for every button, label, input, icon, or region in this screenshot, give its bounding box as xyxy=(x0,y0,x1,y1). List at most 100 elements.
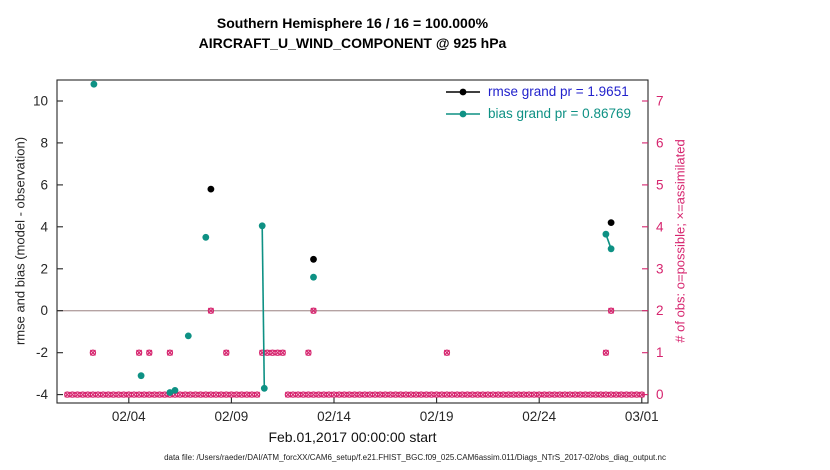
bias-point xyxy=(171,387,179,394)
obs-marker xyxy=(207,307,215,314)
obs-marker xyxy=(305,391,312,398)
obs-marker xyxy=(315,391,322,398)
obs-marker xyxy=(500,391,507,398)
obs-marker xyxy=(623,391,630,398)
obs-marker xyxy=(489,391,497,398)
obs-marker xyxy=(515,391,522,398)
svg-text:02/04: 02/04 xyxy=(112,409,146,424)
obs-marker xyxy=(89,391,97,398)
obs-marker xyxy=(325,391,333,398)
obs-marker xyxy=(464,391,471,398)
obs-marker xyxy=(310,307,317,314)
obs-marker xyxy=(607,307,615,314)
obs-marker xyxy=(618,391,625,398)
svg-text:3: 3 xyxy=(656,261,664,276)
obs-marker xyxy=(407,391,415,398)
obs-marker xyxy=(135,391,143,398)
obs-marker xyxy=(115,391,122,398)
legend-line-sample xyxy=(446,110,480,117)
svg-text:-2: -2 xyxy=(36,345,48,360)
obs-marker xyxy=(356,391,363,398)
bias-point xyxy=(607,245,615,253)
obs-marker xyxy=(587,391,594,398)
obs-marker xyxy=(366,391,374,398)
chart-title: Southern Hemisphere 16 / 16 = 100.000% xyxy=(216,15,489,31)
obs-marker xyxy=(130,391,138,398)
obs-marker xyxy=(484,391,492,398)
obs-marker xyxy=(125,391,133,398)
obs-marker xyxy=(192,391,199,398)
svg-text:7: 7 xyxy=(656,94,664,109)
svg-text:8: 8 xyxy=(40,135,48,150)
obs-marker xyxy=(392,391,399,398)
obs-marker xyxy=(330,391,338,398)
obs-marker xyxy=(361,391,368,398)
svg-text:0: 0 xyxy=(656,387,664,402)
rmse-point xyxy=(607,219,615,227)
svg-text:4: 4 xyxy=(656,219,664,234)
obs-marker xyxy=(459,391,466,398)
obs-marker xyxy=(561,391,569,398)
obs-marker xyxy=(176,391,184,398)
obs-marker xyxy=(592,391,599,398)
obs-marker xyxy=(79,391,86,398)
obs-marker xyxy=(351,391,358,398)
obs-marker xyxy=(248,391,256,398)
obs-marker xyxy=(536,391,543,398)
obs-marker xyxy=(110,391,117,398)
bias-point xyxy=(166,389,174,396)
obs-marker xyxy=(433,391,440,398)
obs-marker xyxy=(546,391,553,398)
obs-marker xyxy=(223,349,230,356)
obs-marker xyxy=(187,391,194,398)
obs-marker xyxy=(69,391,76,398)
y-axis-label-right: # of obs: o=possible; ×=assimilated xyxy=(672,139,688,343)
svg-text:10: 10 xyxy=(33,94,48,109)
obs-marker xyxy=(217,391,225,398)
bias-point xyxy=(258,222,266,230)
obs-marker xyxy=(228,391,235,398)
obs-marker xyxy=(628,391,635,398)
obs-marker xyxy=(530,391,538,398)
obs-marker xyxy=(423,391,430,398)
bias-point xyxy=(90,80,98,88)
obs-marker xyxy=(469,391,476,398)
obs-marker xyxy=(412,391,420,398)
obs-marker xyxy=(438,391,445,398)
obs-marker xyxy=(443,391,451,398)
obs-marker xyxy=(443,349,451,356)
data-file-caption: data file: /Users/raeder/DAI/ATM_forcXX/… xyxy=(164,453,666,462)
svg-text:03/01: 03/01 xyxy=(625,409,659,424)
obs-marker xyxy=(279,349,286,356)
obs-marker xyxy=(505,391,512,398)
svg-text:0: 0 xyxy=(40,303,48,318)
svg-text:02/14: 02/14 xyxy=(317,409,351,424)
obs-marker xyxy=(541,391,548,398)
obs-marker xyxy=(197,391,204,398)
svg-text:-4: -4 xyxy=(36,387,48,402)
svg-text:02/09: 02/09 xyxy=(215,409,249,424)
obs-marker xyxy=(243,391,250,398)
bias-point xyxy=(137,372,145,380)
legend-line-sample xyxy=(446,88,480,95)
legend: rmse grand pr = 1.9651 bias grand pr = 0.… xyxy=(445,82,631,123)
obs-marker xyxy=(556,391,564,398)
obs-marker xyxy=(633,391,640,398)
obs-marker xyxy=(577,391,584,398)
bias-point xyxy=(184,332,192,340)
svg-text:2: 2 xyxy=(40,261,48,276)
bias-point xyxy=(202,233,210,241)
obs-marker xyxy=(202,391,209,398)
obs-marker xyxy=(520,391,528,398)
obs-marker xyxy=(238,391,245,398)
obs-marker xyxy=(140,391,148,398)
svg-text:5: 5 xyxy=(656,177,664,192)
obs-marker xyxy=(320,391,327,398)
obs-marker xyxy=(289,391,297,398)
obs-marker xyxy=(310,391,317,398)
obs-marker xyxy=(510,391,517,398)
x-axis-label: Feb.01,2017 00:00:00 start xyxy=(268,429,437,445)
obs-marker xyxy=(264,349,271,356)
svg-text:02/19: 02/19 xyxy=(420,409,454,424)
obs-marker xyxy=(94,391,102,398)
